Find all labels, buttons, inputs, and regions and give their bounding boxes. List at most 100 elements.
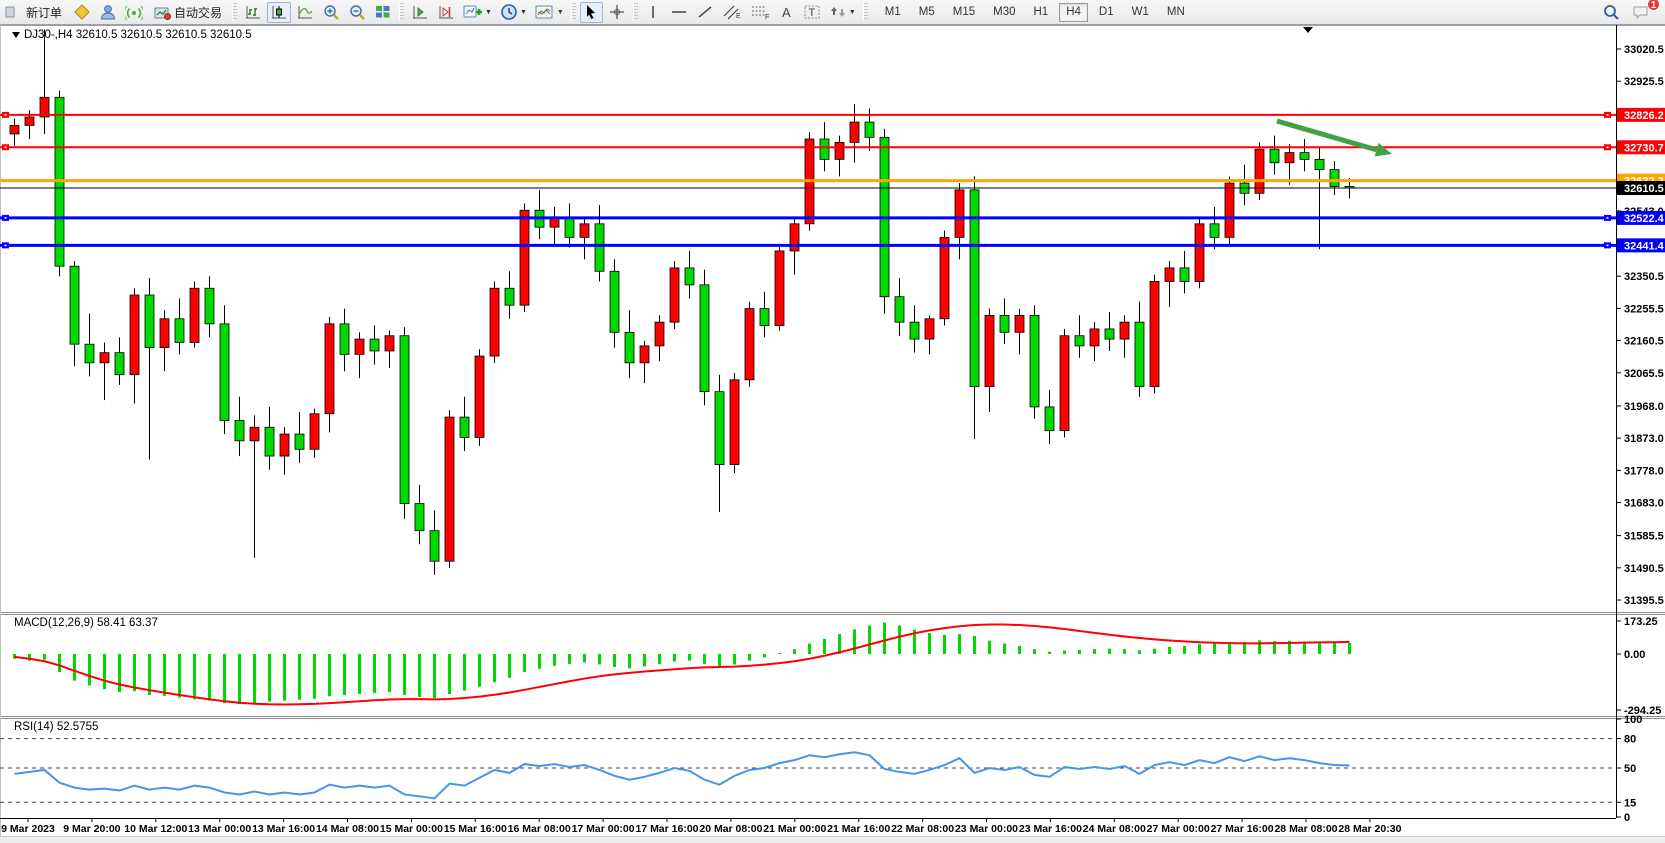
- svg-text:F: F: [765, 14, 769, 20]
- svg-text:28 Mar 20:30: 28 Mar 20:30: [1338, 823, 1401, 835]
- bar-chart-button[interactable]: [241, 2, 265, 23]
- candles: [9, 29, 1355, 575]
- app-icon: [2, 2, 18, 23]
- svg-text:14 Mar 08:00: 14 Mar 08:00: [316, 823, 379, 835]
- chevron-down-icon: ▼: [556, 8, 564, 16]
- auto-scroll-button[interactable]: [408, 2, 432, 23]
- zoom-out-button[interactable]: [345, 2, 369, 23]
- svg-text:T: T: [808, 7, 815, 19]
- svg-text:0: 0: [1624, 812, 1630, 824]
- svg-text:17 Mar 16:00: 17 Mar 16:00: [635, 823, 698, 835]
- time-axis[interactable]: 9 Mar 2023 9 Mar 20:00 10 Mar 12:00 13 Mar …: [1, 818, 1402, 835]
- chevron-down-icon: ▼: [848, 8, 856, 16]
- svg-text:27 Mar 16:00: 27 Mar 16:00: [1211, 823, 1274, 835]
- timeframe-button-H4[interactable]: H4: [1059, 2, 1088, 22]
- svg-text:33020.5: 33020.5: [1624, 44, 1664, 56]
- search-icon[interactable]: [1599, 2, 1623, 23]
- equidistant-channel-tool[interactable]: E: [719, 2, 745, 23]
- main-toolbar: 新订单 自动交易 ▼ ▼: [0, 0, 1665, 25]
- svg-text:31683.0: 31683.0: [1624, 498, 1664, 510]
- macd-panel: 173.25 0.00 -294.25: [13, 616, 1661, 717]
- macd-signal-line: [14, 623, 1350, 706]
- toolbar-grip: [632, 3, 638, 21]
- svg-text:100: 100: [1624, 714, 1642, 726]
- svg-text:21 Mar 00:00: 21 Mar 00:00: [763, 823, 826, 835]
- toolbar-right-group: 1: [1599, 0, 1663, 23]
- timeframe-button-W1[interactable]: W1: [1131, 6, 1149, 18]
- tile-windows-button[interactable]: [371, 2, 395, 23]
- chevron-down-icon: ▼: [485, 8, 492, 16]
- notification-badge: 1: [1647, 0, 1660, 11]
- svg-text:32925.5: 32925.5: [1624, 76, 1664, 88]
- rsi-line: [14, 751, 1350, 800]
- svg-text:32441.4: 32441.4: [1624, 240, 1665, 252]
- svg-text:9 Mar 20:00: 9 Mar 20:00: [63, 823, 120, 835]
- chart-shift-marker[interactable]: [1303, 27, 1313, 33]
- svg-text:80: 80: [1624, 734, 1636, 746]
- arrows-tool[interactable]: ▼: [826, 2, 859, 23]
- timeframe-button-M30[interactable]: M30: [993, 6, 1016, 18]
- horizontal-levels[interactable]: 32826.232730.732632.332610.532522.432441…: [0, 107, 1665, 253]
- svg-text:10 Mar 12:00: 10 Mar 12:00: [124, 823, 187, 835]
- svg-text:28 Mar 08:00: 28 Mar 08:00: [1274, 823, 1337, 835]
- svg-text:32730.7: 32730.7: [1624, 142, 1664, 154]
- cursor-button[interactable]: [579, 1, 603, 23]
- svg-text:13 Mar 00:00: 13 Mar 00:00: [188, 823, 251, 835]
- text-label-tool[interactable]: T: [800, 2, 824, 23]
- signal-icon[interactable]: [122, 2, 146, 23]
- indicators-button[interactable]: ▼: [460, 2, 495, 23]
- zoom-in-button[interactable]: [319, 2, 343, 23]
- timeframe-button-H1[interactable]: H1: [1033, 6, 1049, 18]
- toolbar-grip: [399, 3, 405, 21]
- svg-text:E: E: [736, 13, 741, 20]
- line-chart-button[interactable]: [293, 2, 317, 23]
- timeframe-button-M5[interactable]: M5: [918, 6, 935, 18]
- trend-arrow-annotation[interactable]: [1276, 118, 1392, 157]
- auto-trading-icon: [154, 7, 172, 20]
- svg-text:31490.5: 31490.5: [1624, 563, 1664, 575]
- chart-canvas[interactable]: 33020.532925.532543.032350.532255.532160…: [0, 25, 1665, 843]
- svg-text:32255.5: 32255.5: [1624, 303, 1664, 315]
- svg-text:17 Mar 00:00: 17 Mar 00:00: [572, 823, 635, 835]
- new-order-label: 新订单: [26, 5, 63, 20]
- price-axis[interactable]: 33020.532925.532543.032350.532255.532160…: [1616, 44, 1664, 607]
- svg-text:173.25: 173.25: [1624, 616, 1658, 628]
- svg-text:9 Mar 2023: 9 Mar 2023: [1, 823, 55, 835]
- rsi-panel: 100 80 50 15 0: [0, 714, 1642, 824]
- svg-text:23 Mar 16:00: 23 Mar 16:00: [1019, 823, 1082, 835]
- auto-trading-button[interactable]: 自动交易: [148, 2, 228, 23]
- svg-text:15 Mar 00:00: 15 Mar 00:00: [380, 823, 443, 835]
- new-order-button[interactable]: 新订单: [20, 2, 68, 23]
- community-icon[interactable]: [96, 2, 120, 23]
- templates-button[interactable]: ▼: [532, 2, 567, 23]
- timeframe-button-MN[interactable]: MN: [1166, 6, 1185, 18]
- text-tool[interactable]: A: [775, 2, 798, 23]
- candlestick-chart-button[interactable]: [267, 1, 292, 23]
- svg-text:32522.4: 32522.4: [1624, 213, 1665, 225]
- svg-text:22 Mar 08:00: 22 Mar 08:00: [891, 823, 954, 835]
- svg-text:31873.0: 31873.0: [1624, 433, 1664, 445]
- horizontal-line-tool[interactable]: [667, 2, 691, 23]
- timeframe-button-M1[interactable]: M1: [884, 6, 901, 18]
- timeframe-button-D1[interactable]: D1: [1098, 6, 1114, 18]
- vertical-line-tool[interactable]: [642, 2, 665, 23]
- fibonacci-tool[interactable]: F: [747, 2, 773, 23]
- toolbar-grip: [862, 3, 868, 21]
- crosshair-button[interactable]: [605, 2, 629, 23]
- svg-text:31968.0: 31968.0: [1624, 401, 1664, 413]
- auto-trading-label: 自动交易: [174, 5, 223, 20]
- chart-shift-button[interactable]: [434, 2, 458, 23]
- market-watch-icon[interactable]: [70, 2, 94, 23]
- svg-text:31395.5: 31395.5: [1624, 595, 1664, 607]
- chevron-down-icon: ▼: [519, 8, 527, 16]
- trendline-tool[interactable]: [693, 2, 717, 23]
- status-strip: [0, 836, 1665, 843]
- svg-text:27 Mar 00:00: 27 Mar 00:00: [1147, 823, 1210, 835]
- svg-text:50: 50: [1624, 763, 1636, 775]
- toolbar-grip: [232, 3, 238, 21]
- periods-button[interactable]: ▼: [497, 2, 530, 23]
- timeframe-button-M15[interactable]: M15: [952, 6, 976, 18]
- notifications-button[interactable]: 1: [1629, 0, 1660, 23]
- svg-text:15: 15: [1624, 797, 1636, 809]
- svg-text:24 Mar 08:00: 24 Mar 08:00: [1083, 823, 1146, 835]
